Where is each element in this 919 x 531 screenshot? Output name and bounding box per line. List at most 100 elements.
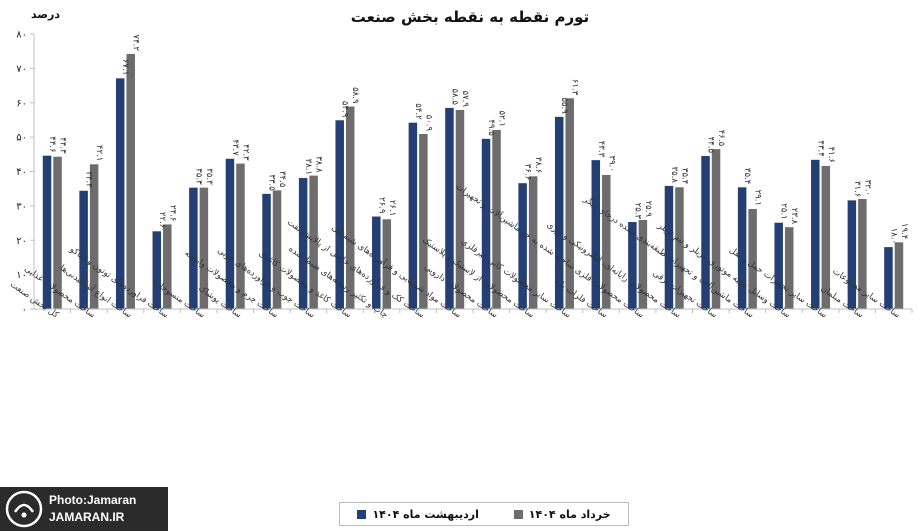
bar-khordad (528, 176, 538, 309)
bar-ordibehesht (554, 116, 564, 309)
data-labels-group: ۴۴.۶ ۴۴.۳ ۳۴.۴۴۲.۱ ۶۷.۱۷۴.۲ ۲۲.۶ ۲۴.۶ ۳۵.۳ ۳۵.۳… (47, 35, 909, 245)
bar-khordad (711, 149, 721, 309)
data-label: ۴۴.۶ (47, 136, 57, 152)
bar-ordibehesht (298, 178, 308, 309)
bar-khordad (675, 187, 684, 309)
legend-label-khordad: خرداد ماه ۱۴۰۴ (528, 507, 611, 521)
data-label: ۴۳.۷ (230, 139, 240, 156)
legend-item-ordibehesht: اردیبهشت ماه ۱۴۰۴ (357, 507, 479, 521)
data-label: ۲۲.۶ (157, 212, 167, 228)
y-unit-label: درصد (31, 8, 60, 21)
legend-swatch-khordad (513, 509, 523, 519)
data-label: ۶۱.۳ (570, 79, 580, 96)
bar-khordad (382, 219, 392, 309)
bar-ordibehesht (42, 155, 52, 309)
data-label: ۲۶.۹ (376, 197, 386, 214)
data-label: ۳۹.۰ (606, 156, 616, 172)
y-tick-label: ۴۰ (16, 167, 27, 178)
bar-khordad (126, 53, 135, 309)
y-tick-label: ۱۰ (16, 270, 27, 281)
data-label: ۵۲.۱ (497, 111, 507, 127)
legend-swatch-ordibehesht (357, 509, 367, 519)
bar-khordad (821, 166, 831, 309)
bar-ordibehesht (189, 187, 198, 309)
bar-ordibehesht (408, 122, 418, 309)
bar-ordibehesht (664, 185, 674, 309)
bar-khordad (163, 224, 172, 309)
bar-khordad (858, 199, 867, 309)
data-label: ۴۲.۱ (94, 145, 104, 161)
data-label: ۵۵.۹ (559, 97, 569, 114)
y-axis: ۰ ۱۰ ۲۰ ۳۰ ۴۰ ۵۰ ۶۰ ۷۰ ۸۰ (16, 30, 35, 316)
data-label: ۴۲.۳ (240, 144, 250, 161)
legend-label-ordibehesht: اردیبهشت ماه ۱۴۰۴ (372, 507, 479, 521)
data-label: ۲۶.۱ (387, 200, 397, 216)
data-label: ۵۸.۵ (449, 89, 459, 106)
data-label: ۴۱.۶ (826, 147, 836, 163)
y-tick-label: ۰ (22, 305, 27, 316)
data-label: ۳۴.۵ (277, 171, 287, 188)
bar-ordibehesht (262, 193, 271, 309)
legend: خرداد ماه ۱۴۰۴ اردیبهشت ماه ۱۴۰۴ (339, 502, 629, 526)
bar-ordibehesht (225, 158, 235, 309)
bar-ordibehesht (591, 160, 601, 309)
bar-ordibehesht (335, 120, 344, 309)
bar-ordibehesht (372, 216, 381, 309)
y-tick-label: ۶۰ (16, 98, 27, 109)
data-label: ۳۶.۶ (523, 164, 533, 180)
y-tick-label: ۸۰ (16, 30, 27, 41)
data-label: ۲۳.۸ (789, 208, 799, 225)
data-label: ۳۴.۴ (84, 171, 94, 187)
bar-ordibehesht (115, 78, 125, 309)
data-label: ۲۵.۹ (643, 201, 653, 218)
data-label: ۴۹.۵ (486, 119, 496, 136)
bar-ordibehesht (847, 200, 857, 309)
data-label: ۴۳.۳ (596, 141, 606, 158)
data-label: ۲۹.۱ (753, 190, 763, 206)
bar-ordibehesht (628, 222, 637, 309)
bar-khordad (53, 156, 62, 309)
bar-ordibehesht (737, 187, 747, 309)
bar-ordibehesht (518, 183, 527, 309)
data-label: ۳۸.۱ (303, 159, 313, 175)
watermark: Photo:Jamaran JAMARAN.IR (0, 487, 168, 531)
data-label: ۲۴.۶ (167, 205, 177, 221)
bar-ordibehesht (79, 190, 88, 309)
bar-khordad (455, 109, 465, 309)
data-label: ۲۵.۱ (779, 203, 789, 219)
data-label: ۱۹.۴ (899, 223, 909, 239)
data-label: ۳۱.۶ (852, 181, 862, 197)
data-label: ۱۸.۰ (888, 228, 898, 244)
bar-ordibehesht (811, 159, 820, 309)
watermark-text: Photo:Jamaran JAMARAN.IR (49, 492, 136, 526)
data-label: ۳۵.۴ (742, 168, 752, 184)
data-label: ۵۰.۹ (423, 115, 433, 132)
bar-khordad (236, 163, 245, 309)
data-label: ۳۵.۳ (193, 168, 203, 185)
data-label: ۳۳.۵ (267, 174, 277, 191)
bar-khordad (748, 208, 757, 309)
bar-khordad (272, 190, 282, 309)
data-label: ۵۸.۹ (350, 87, 360, 104)
chart-title: تورم نقطه به نقطه بخش صنعت (351, 8, 589, 26)
data-label: ۴۴.۵ (706, 137, 716, 154)
bars-group (42, 53, 904, 309)
data-label: ۲۵.۳ (632, 203, 642, 220)
y-tick-label: ۲۰ (16, 236, 27, 247)
data-label: ۴۳.۴ (815, 140, 825, 156)
bar-khordad (419, 134, 428, 309)
data-label: ۵۴.۹ (340, 101, 350, 118)
jamaran-logo-icon (5, 490, 43, 528)
data-label: ۳۵.۴ (679, 168, 689, 184)
data-label: ۷۴.۲ (131, 35, 141, 52)
bar-khordad (89, 164, 99, 309)
bar-khordad (345, 106, 355, 309)
bar-ordibehesht (152, 231, 162, 309)
data-label: ۵۴.۲ (413, 103, 423, 120)
bar-ordibehesht (445, 107, 454, 309)
data-label: ۳۸.۸ (314, 156, 324, 173)
bar-khordad (784, 227, 794, 309)
data-label: ۳۵.۳ (204, 168, 214, 185)
bar-khordad (492, 129, 501, 309)
